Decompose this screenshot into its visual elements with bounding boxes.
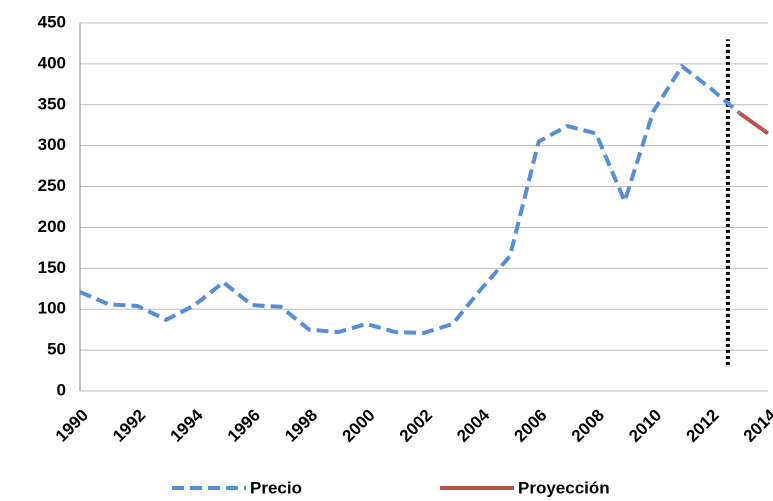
legend-label: Precio (250, 478, 302, 497)
y-tick-label: 200 (38, 217, 66, 236)
y-tick-label: 250 (38, 176, 66, 195)
series-line (738, 111, 770, 136)
x-tick-label: 2010 (625, 406, 665, 446)
x-tick-label: 1998 (281, 406, 321, 446)
x-tick-label: 2002 (396, 406, 436, 446)
x-tick-label: 2004 (453, 405, 494, 446)
y-tick-label: 100 (38, 299, 66, 318)
legend-label: Proyección (518, 478, 610, 497)
y-tick-label: 400 (38, 53, 66, 72)
x-tick-label: 2012 (682, 406, 722, 446)
y-tick-label: 150 (38, 258, 66, 277)
y-tick-label: 50 (47, 340, 66, 359)
x-tick-label: 2008 (568, 406, 608, 446)
x-tick-label: 1994 (166, 405, 207, 446)
x-tick-label: 2006 (510, 406, 550, 446)
y-tick-label: 300 (38, 135, 66, 154)
y-tick-label: 350 (38, 94, 66, 113)
x-tick-label: 2000 (338, 406, 378, 446)
x-tick-label: 1992 (109, 406, 149, 446)
y-tick-label: 450 (38, 12, 66, 31)
x-tick-label: 2014 (740, 405, 773, 446)
series-line (79, 63, 741, 335)
x-tick-label: 1996 (224, 406, 264, 446)
y-tick-label: 0 (57, 380, 66, 399)
x-tick-label: 1990 (52, 406, 92, 446)
